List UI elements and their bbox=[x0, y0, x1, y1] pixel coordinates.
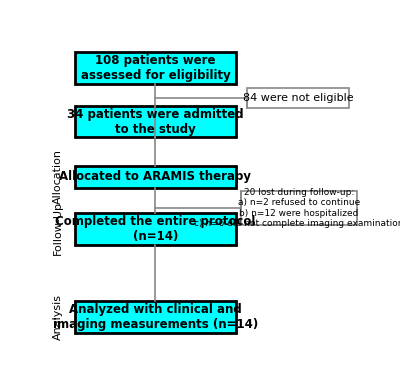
FancyBboxPatch shape bbox=[75, 106, 236, 137]
Text: Allocation: Allocation bbox=[53, 149, 63, 204]
FancyBboxPatch shape bbox=[75, 301, 236, 332]
FancyBboxPatch shape bbox=[75, 52, 236, 84]
FancyBboxPatch shape bbox=[241, 191, 357, 225]
Text: Analyzed with clinical and
imaging measurements (n=14): Analyzed with clinical and imaging measu… bbox=[53, 303, 258, 331]
FancyBboxPatch shape bbox=[75, 213, 236, 245]
Text: 34 patients were admitted
to the study: 34 patients were admitted to the study bbox=[67, 108, 244, 136]
Text: Analysis: Analysis bbox=[53, 294, 63, 340]
FancyBboxPatch shape bbox=[75, 166, 236, 188]
Text: 84 were not eligible: 84 were not eligible bbox=[243, 93, 353, 103]
Text: Follow-Up: Follow-Up bbox=[53, 201, 63, 255]
Text: 20 lost during follow-up:
a) n=2 refused to continue
b) n=12 were hospitalized
c: 20 lost during follow-up: a) n=2 refused… bbox=[194, 188, 400, 228]
Text: Completed the entire protocol
(n=14): Completed the entire protocol (n=14) bbox=[55, 215, 256, 243]
Text: 108 patients were
assessed for eligibility: 108 patients were assessed for eligibili… bbox=[80, 54, 230, 82]
FancyBboxPatch shape bbox=[247, 88, 349, 108]
Text: Allocated to ARAMIS therapy: Allocated to ARAMIS therapy bbox=[60, 170, 252, 183]
